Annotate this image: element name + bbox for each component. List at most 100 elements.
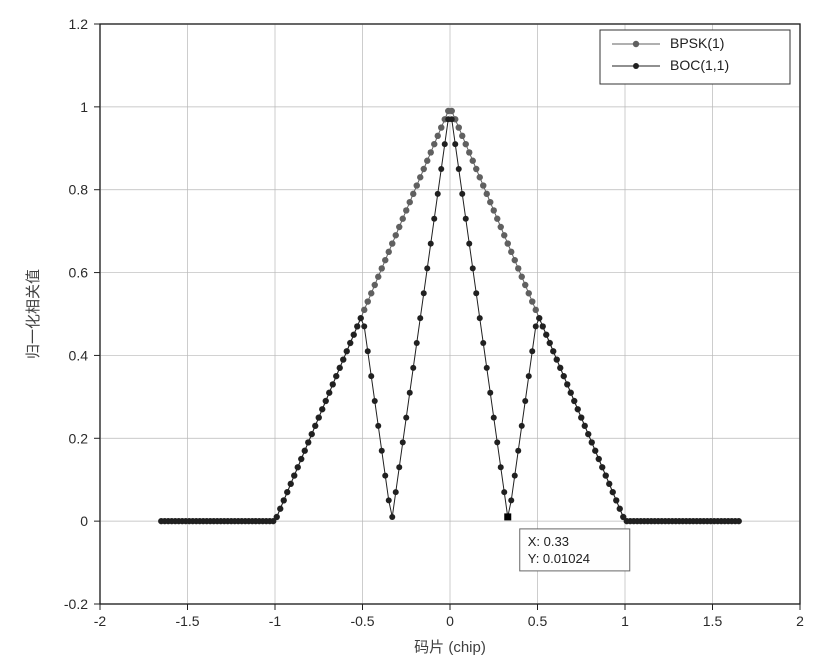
series-marker (438, 166, 444, 172)
series-marker (617, 506, 623, 512)
y-tick-label: 1.2 (69, 16, 89, 32)
series-marker (319, 406, 325, 412)
series-marker (498, 464, 504, 470)
series-marker (606, 481, 612, 487)
series-marker (277, 506, 283, 512)
series-marker (326, 390, 332, 396)
series-marker (526, 373, 532, 379)
series-marker (375, 423, 381, 429)
series-marker (494, 216, 500, 222)
series-marker (382, 257, 388, 263)
series-marker (428, 149, 434, 155)
series-marker (585, 431, 591, 437)
series-marker (330, 381, 336, 387)
y-tick-label: 0.6 (69, 265, 89, 281)
series-marker (456, 124, 462, 130)
y-tick-label: 1 (80, 99, 88, 115)
series-marker (403, 207, 409, 213)
series-marker (599, 464, 605, 470)
series-marker (466, 241, 472, 247)
series-marker (456, 166, 462, 172)
series-marker (452, 141, 458, 147)
x-tick-label: 1 (621, 613, 629, 629)
series-marker (494, 439, 500, 445)
series-marker (564, 381, 570, 387)
series-marker (400, 439, 406, 445)
series-marker (379, 265, 385, 271)
series-marker (368, 290, 374, 296)
series-marker (379, 448, 385, 454)
series-marker (459, 191, 465, 197)
series-marker (288, 481, 294, 487)
series-marker (582, 423, 588, 429)
legend-marker (633, 63, 639, 69)
series-marker (407, 199, 413, 205)
x-tick-label: -2 (94, 613, 107, 629)
series-marker (400, 216, 406, 222)
series-marker (281, 497, 287, 503)
series-marker (487, 199, 493, 205)
y-tick-label: 0.8 (69, 182, 89, 198)
series-marker (540, 323, 546, 329)
y-tick-label: 0.2 (69, 430, 89, 446)
series-marker (361, 307, 367, 313)
y-axis-label: 归一化相关值 (25, 269, 42, 359)
series-marker (480, 182, 486, 188)
series-marker (512, 473, 518, 479)
series-marker (533, 323, 539, 329)
series-marker (382, 473, 388, 479)
series-marker (389, 240, 395, 246)
series-marker (368, 373, 374, 379)
series-marker (424, 158, 430, 164)
series-marker (354, 323, 360, 329)
series-marker (414, 340, 420, 346)
series-marker (592, 448, 598, 454)
series-marker (736, 518, 742, 524)
series-marker (463, 216, 469, 222)
series-marker (529, 348, 535, 354)
series-marker (449, 116, 455, 122)
series-marker (396, 224, 402, 230)
datatip-marker[interactable] (504, 513, 511, 520)
series-marker (578, 415, 584, 421)
series-marker (526, 290, 532, 296)
series-marker (305, 439, 311, 445)
series-marker (295, 464, 301, 470)
series-marker (547, 340, 553, 346)
series-marker (571, 398, 577, 404)
series-marker (463, 141, 469, 147)
y-tick-label: 0 (80, 513, 88, 529)
series-marker (470, 158, 476, 164)
series-marker (505, 240, 511, 246)
series-marker (372, 398, 378, 404)
series-marker (610, 489, 616, 495)
series-marker (442, 141, 448, 147)
series-marker (550, 348, 556, 354)
series-marker (428, 241, 434, 247)
series-marker (484, 191, 490, 197)
series-marker (533, 307, 539, 313)
series-marker (365, 348, 371, 354)
series-marker (358, 315, 364, 321)
series-marker (274, 514, 280, 520)
series-marker (480, 340, 486, 346)
datatip-x: X: 0.33 (528, 534, 569, 549)
series-marker (316, 415, 322, 421)
series-marker (421, 166, 427, 172)
series-marker (372, 282, 378, 288)
y-tick-label: -0.2 (64, 596, 88, 612)
series-marker (396, 464, 402, 470)
series-marker (340, 357, 346, 363)
series-marker (407, 390, 413, 396)
series-marker (414, 182, 420, 188)
chart-container: -2-1.5-1-0.500.511.52-0.200.20.40.60.811… (0, 0, 834, 664)
x-tick-label: 0.5 (528, 613, 548, 629)
series-marker (375, 274, 381, 280)
series-marker (435, 133, 441, 139)
series-marker (393, 232, 399, 238)
series-marker (487, 390, 493, 396)
series-marker (473, 166, 479, 172)
series-marker (309, 431, 315, 437)
series-marker (596, 456, 602, 462)
series-marker (312, 423, 318, 429)
